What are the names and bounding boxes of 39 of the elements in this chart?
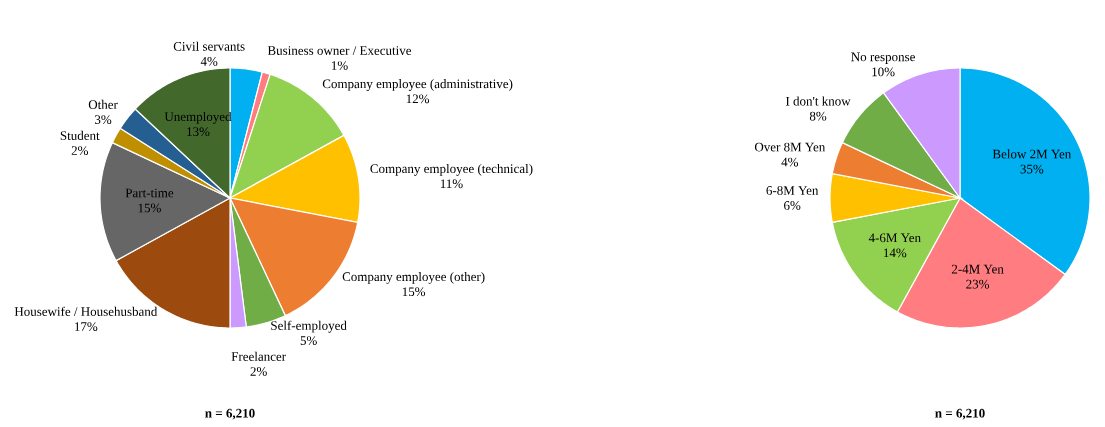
slice-label: Civil servants bbox=[173, 41, 245, 51]
data-label: 35% bbox=[1020, 164, 1044, 174]
data-label: 4% bbox=[200, 57, 218, 66]
data-label: 4% bbox=[781, 157, 799, 167]
slice-label: Company employee (administrative) bbox=[322, 79, 513, 91]
slice-label: Freelancer bbox=[231, 351, 286, 361]
slice-label: I don't know bbox=[785, 96, 851, 106]
data-label: 6% bbox=[784, 201, 801, 210]
slice-label: Other bbox=[88, 99, 118, 109]
slice-label: Student bbox=[60, 130, 100, 140]
data-label: 10% bbox=[872, 67, 895, 77]
data-label: 13% bbox=[187, 127, 210, 137]
data-label: 23% bbox=[966, 279, 990, 289]
slice-label: Business owner / Executive bbox=[267, 46, 412, 55]
data-label: 15% bbox=[138, 203, 161, 213]
data-label: 3% bbox=[95, 115, 112, 125]
data-label: 14% bbox=[884, 248, 907, 258]
slice-label: Below 2M Yen bbox=[992, 149, 1072, 159]
slice-label: No response bbox=[851, 52, 915, 64]
slice-label: Self-employed bbox=[271, 320, 347, 333]
slice-label: 6-8M Yen bbox=[766, 186, 819, 195]
text: n = 6,210 bbox=[935, 408, 985, 420]
text: n = 6,210 bbox=[205, 408, 255, 420]
data-label: 2% bbox=[71, 146, 89, 156]
data-label: 2% bbox=[250, 367, 267, 376]
slice-label: 4-6M Yen bbox=[868, 233, 921, 243]
data-label: 1% bbox=[331, 61, 348, 70]
slice-label: Part-time bbox=[125, 188, 174, 198]
slice-label: Company employee (other) bbox=[342, 271, 485, 284]
slice-label: Company employee (technical) bbox=[370, 163, 533, 176]
data-label: 8% bbox=[809, 111, 827, 121]
slice-label: 2-4M Yen bbox=[951, 264, 1004, 274]
data-label: 12% bbox=[406, 94, 430, 104]
data-label: 17% bbox=[75, 322, 98, 332]
data-label: 5% bbox=[300, 336, 317, 345]
slice-label: Over 8M Yen bbox=[754, 142, 826, 152]
data-label: 15% bbox=[402, 287, 426, 297]
data-label: 11% bbox=[440, 179, 463, 189]
slice-label: Housewife / Househusband bbox=[14, 306, 158, 316]
